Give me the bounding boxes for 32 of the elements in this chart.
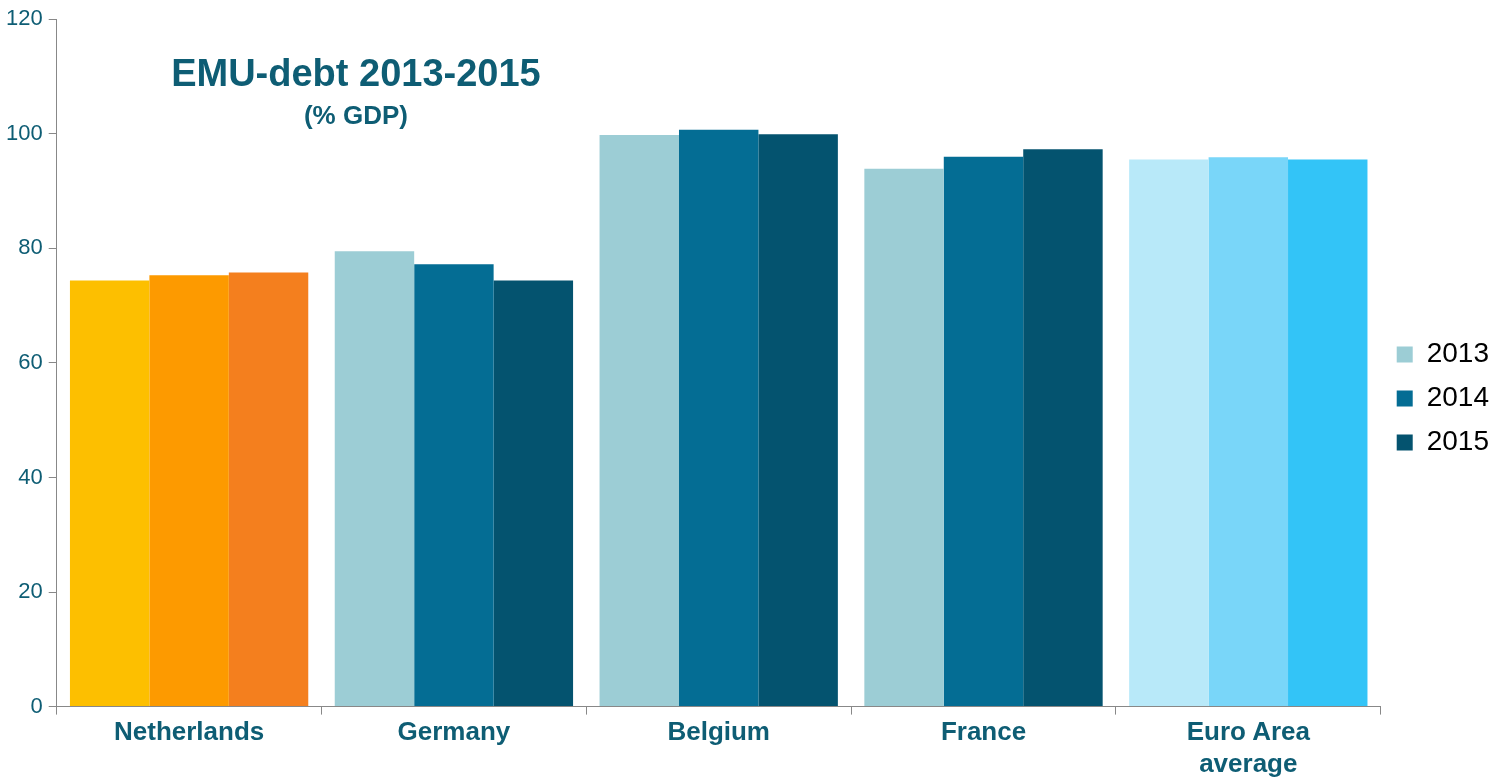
y-tick-label: 100 <box>5 119 43 145</box>
bar <box>599 134 679 707</box>
legend-label: 2015 <box>1426 425 1490 457</box>
x-tick-label: France <box>940 716 1027 747</box>
legend-label: 2014 <box>1426 381 1490 413</box>
bar <box>758 134 838 707</box>
bar <box>1288 159 1368 707</box>
y-tick-label: 20 <box>18 578 43 604</box>
bar <box>943 156 1024 707</box>
bar <box>414 264 494 707</box>
x-tick-label: Germany <box>397 716 511 747</box>
y-tick-label: 60 <box>18 348 43 374</box>
bar <box>1129 159 1209 707</box>
bar <box>864 168 944 707</box>
legend-label: 2013 <box>1426 337 1490 369</box>
bar <box>149 275 229 707</box>
x-tick-label: Netherlands <box>113 716 265 747</box>
y-tick-label: 0 <box>30 692 43 718</box>
text: EMU-debt 2013-2015 <box>171 51 541 94</box>
x-tick-label: Euro Area average <box>1186 716 1311 778</box>
bar <box>228 272 309 707</box>
bar <box>1023 149 1103 707</box>
bar <box>493 280 574 707</box>
text: (% GDP) <box>303 100 408 131</box>
bar <box>69 280 150 707</box>
bar <box>334 251 415 707</box>
y-tick-label: 80 <box>18 234 43 260</box>
y-tick-label: 120 <box>5 5 43 31</box>
bar <box>1208 157 1289 707</box>
x-tick-label: Belgium <box>667 716 770 747</box>
bar <box>678 129 759 707</box>
y-tick-label: 40 <box>18 463 43 489</box>
